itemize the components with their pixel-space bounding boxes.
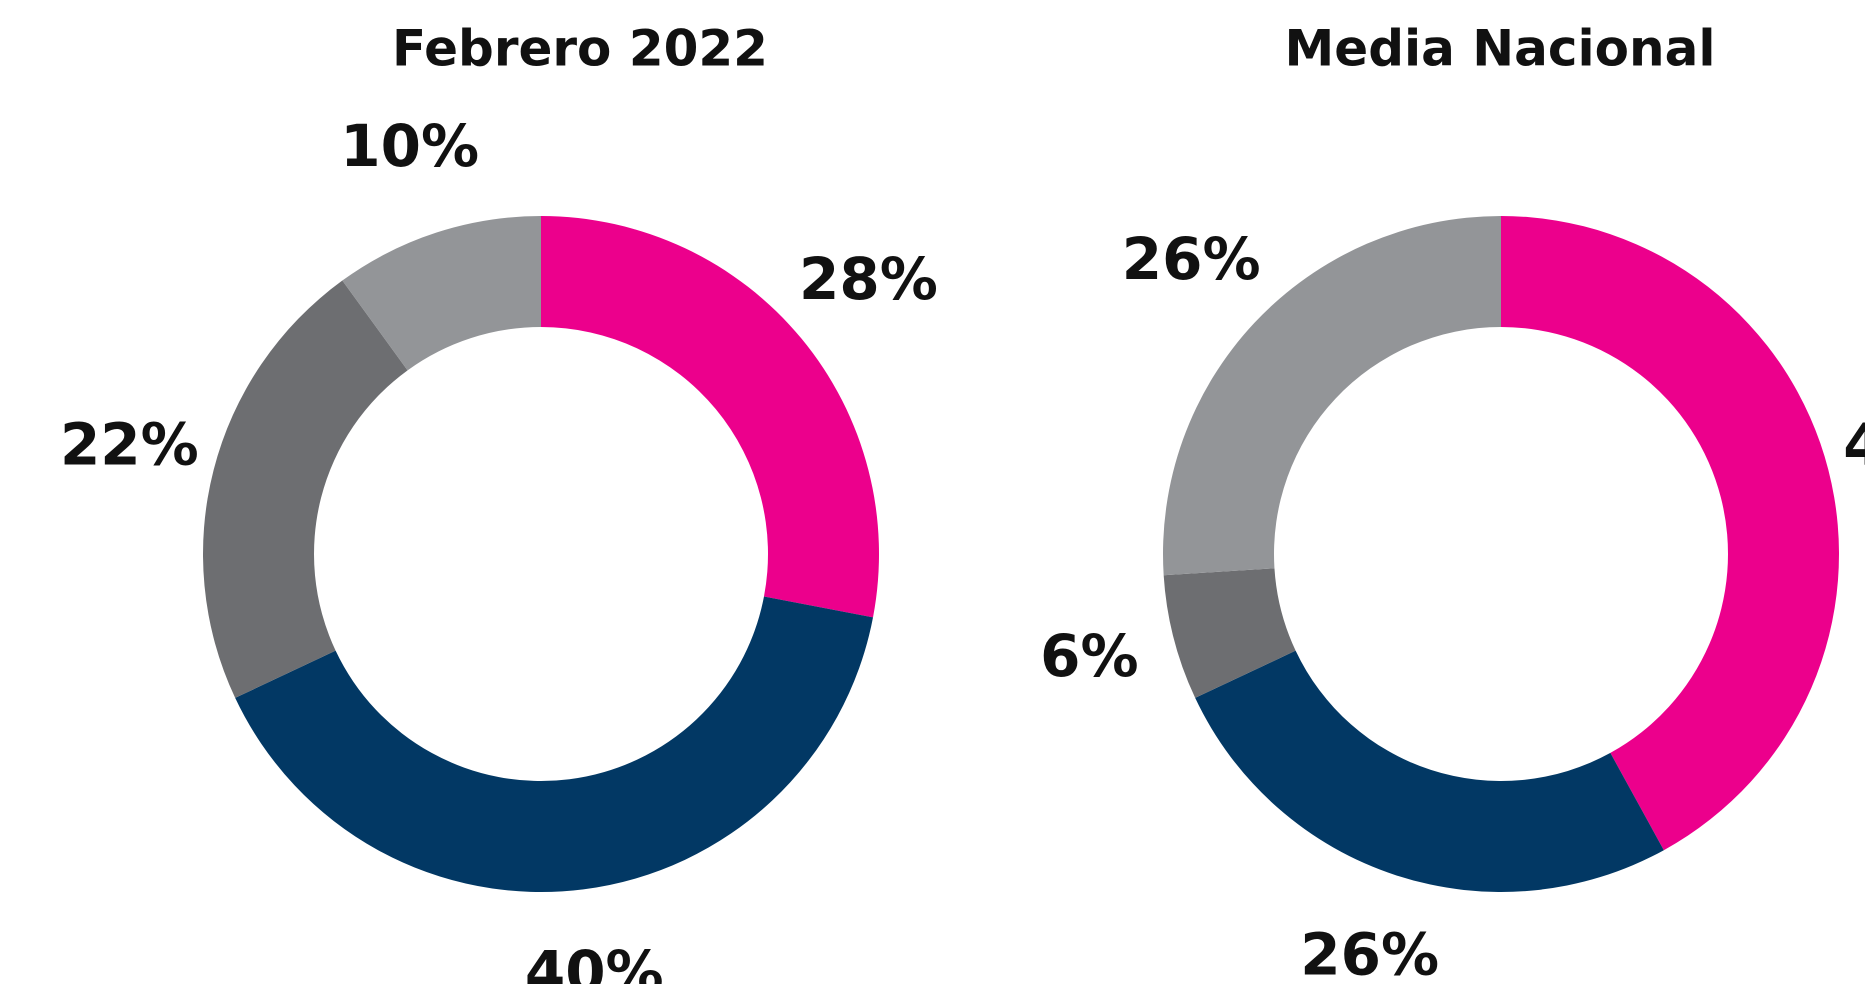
donut-slice xyxy=(1195,650,1664,892)
value-label: 28% xyxy=(799,245,938,313)
value-label: 22% xyxy=(60,410,199,478)
donut-slice xyxy=(1501,216,1839,851)
value-label: 6% xyxy=(1040,622,1138,690)
donut-slice xyxy=(202,280,408,698)
donut-slice xyxy=(1163,568,1296,698)
value-label: 40% xyxy=(525,938,664,984)
value-label: 26% xyxy=(1122,225,1261,293)
chart-title: Media Nacional xyxy=(1285,20,1716,78)
value-label: 10% xyxy=(340,112,479,180)
donut-slice xyxy=(342,216,541,371)
donut-slice xyxy=(541,216,879,618)
donut-slice xyxy=(235,596,874,892)
value-label: 26% xyxy=(1300,920,1439,984)
donut-slice xyxy=(1163,216,1501,576)
value-label: 42% xyxy=(1843,410,1865,478)
chart-title: Febrero 2022 xyxy=(392,20,768,78)
